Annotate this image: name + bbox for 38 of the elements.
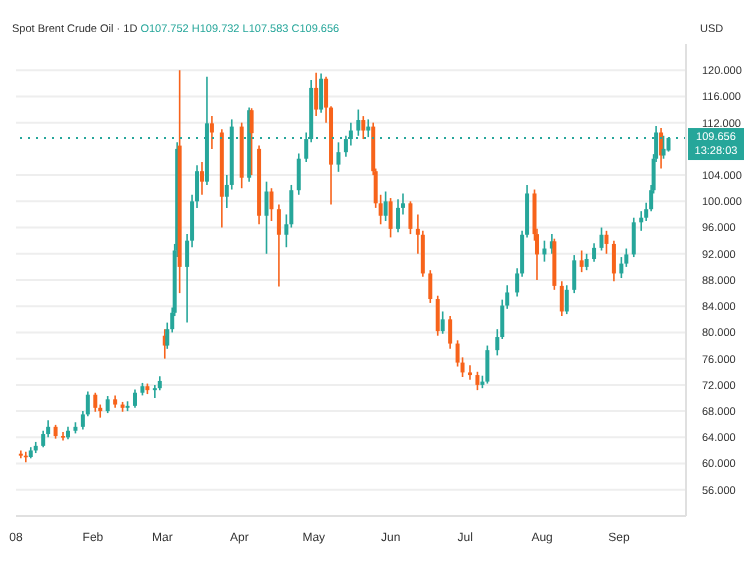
candlestick <box>559 280 564 317</box>
candlestick <box>383 190 388 222</box>
candlestick <box>619 256 624 279</box>
candlestick <box>396 198 401 233</box>
candlestick <box>564 284 569 315</box>
candlestick <box>314 72 319 117</box>
candlestick <box>296 152 301 196</box>
candlestick <box>366 118 371 138</box>
candlestick <box>319 72 324 114</box>
candlestick <box>604 230 609 255</box>
candlestick <box>631 216 636 258</box>
candlestick <box>93 391 98 413</box>
candlestick <box>435 294 440 337</box>
candlestick <box>611 239 616 283</box>
candlestick <box>475 370 480 391</box>
candlestick <box>269 187 274 222</box>
candlestick <box>388 197 393 239</box>
candlestick <box>599 226 604 252</box>
candlestick <box>132 388 137 409</box>
candlestick <box>152 384 157 399</box>
candlestick <box>572 254 577 294</box>
candlestick <box>428 269 433 304</box>
candlestick <box>485 344 490 385</box>
candlestick <box>448 315 453 350</box>
candlestick <box>264 180 269 255</box>
candlestick <box>408 200 413 235</box>
candlestick <box>579 249 584 273</box>
candlestick <box>592 242 597 263</box>
candlestick <box>18 449 23 460</box>
candlestick <box>440 310 445 335</box>
candlestick <box>61 431 66 442</box>
candlestick <box>361 115 366 140</box>
candlestick <box>209 115 214 150</box>
candlestick <box>199 161 204 196</box>
candlestick <box>467 364 472 381</box>
candlestick <box>336 141 341 173</box>
candlestick <box>356 108 361 137</box>
candlestick <box>276 203 281 288</box>
